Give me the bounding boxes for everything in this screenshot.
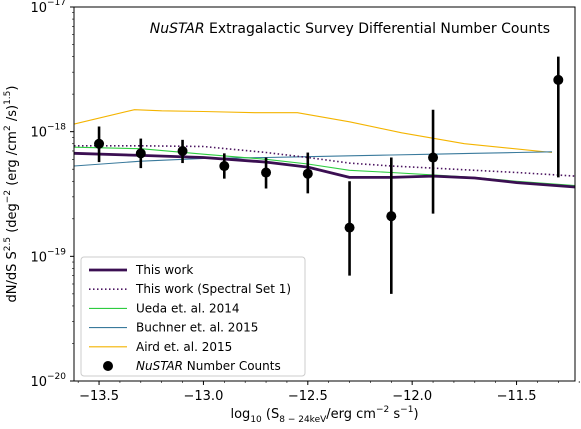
- legend-label-2: Ueda et. al. 2014: [136, 301, 240, 315]
- data-point-3: [219, 161, 230, 172]
- y-tick-label-0: 10−17: [30, 0, 66, 16]
- xlabel-sup: −2: [376, 405, 389, 415]
- chart-title: NuSTAR Extragalactic Survey Differential…: [150, 21, 550, 37]
- y-tick-exponent: −17: [47, 0, 66, 8]
- data-point-4: [261, 167, 272, 178]
- y-tick-label-1: 10−18: [30, 123, 66, 141]
- ylabel-part: /s): [5, 105, 20, 125]
- data-point-1: [135, 148, 146, 159]
- title-rest: Extragalactic Survey Differential Number…: [205, 21, 550, 37]
- y-tick-exponent: −19: [47, 247, 66, 257]
- y-tick-base: 10: [30, 1, 47, 16]
- series-line-4: [74, 109, 553, 154]
- legend-box: [80, 256, 306, 377]
- legend-label-0: This work: [135, 263, 193, 277]
- legend-label-4: Aird et. al. 2015: [136, 340, 232, 354]
- y-tick-base: 10: [30, 126, 47, 141]
- x-tick-label-1: −13.0: [184, 389, 224, 404]
- xlabel-sup: −1: [400, 405, 413, 415]
- x-tick-label-4: −11.5: [497, 389, 537, 404]
- x-tick-label-3: −12.0: [392, 389, 432, 404]
- y-axis-label: dN/dS S2.5 (deg−2 (erg /cm2 /s)1.5): [3, 86, 20, 303]
- xlabel-part: /erg cm: [326, 407, 376, 422]
- ylabel-sup: 2: [3, 125, 13, 131]
- xlabel-sub: 8 − 24keV: [279, 415, 327, 425]
- plot-frame: [73, 6, 576, 382]
- y-tick-base: 10: [30, 375, 47, 390]
- data-point-0: [94, 138, 105, 149]
- plot-area: [74, 56, 575, 294]
- title-italic: NuSTAR: [150, 21, 205, 37]
- ylabel-sup: −2: [3, 190, 13, 203]
- y-tick-exponent: −18: [47, 123, 66, 133]
- ylabel-part: (erg /cm: [5, 131, 20, 190]
- series-line-0: [74, 151, 575, 189]
- data-point-7: [386, 211, 397, 222]
- ylabel-sup: 2.5: [3, 237, 13, 251]
- legend-label-3: Buchner et. al. 2015: [136, 321, 258, 335]
- ylabel-part: dN/dS S: [5, 251, 20, 302]
- data-point-5: [302, 168, 313, 179]
- data-point-2: [177, 145, 188, 156]
- xlabel-part: s: [389, 407, 400, 422]
- ylabel-part: ): [5, 86, 20, 91]
- y-tick-exponent: −20: [47, 372, 66, 382]
- data-point-6: [344, 222, 355, 233]
- xlabel-part: log: [230, 407, 250, 422]
- ylabel-sup: 1.5: [3, 91, 13, 105]
- x-tick-label-0: −13.5: [79, 389, 119, 404]
- data-point-8: [428, 152, 439, 163]
- x-axis-label: log10 (S8 − 24keV/erg cm−2 s−1): [230, 405, 418, 425]
- plot-layer: [74, 56, 575, 294]
- legend-marker-points: [103, 361, 113, 371]
- legend-points-rest: Number Counts: [183, 359, 281, 373]
- x-tick-label-2: −12.5: [288, 389, 328, 404]
- ylabel-part: (deg: [5, 203, 20, 237]
- legend-label-1: This work (Spectral Set 1): [135, 282, 291, 296]
- legend-points-italic: NuSTAR: [136, 359, 183, 373]
- y-tick-label-2: 10−19: [30, 247, 66, 265]
- data-point-9: [553, 74, 564, 85]
- xlabel-part: ): [413, 407, 418, 422]
- xlabel-part: (S: [262, 407, 279, 422]
- legend-label-points: NuSTAR Number Counts: [136, 359, 281, 373]
- xlabel-sub: 10: [250, 415, 262, 425]
- y-tick-label-3: 10−20: [30, 372, 66, 390]
- axes: −13.5 −13.0 −12.5 −12.0 −11.510−1710−1810−19…: [3, 0, 580, 425]
- legend: This work This work (Spectral Set 1) Ueda …: [80, 256, 306, 377]
- y-tick-base: 10: [30, 250, 47, 265]
